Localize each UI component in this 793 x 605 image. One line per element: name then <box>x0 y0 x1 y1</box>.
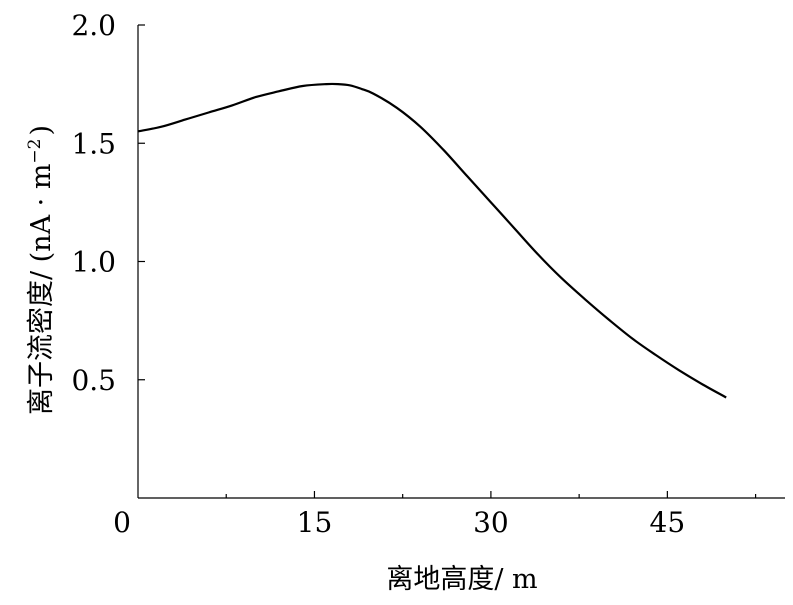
x-tick-label: 15 <box>297 506 333 539</box>
y-tick-label: 2.0 <box>71 9 116 42</box>
data-series-line <box>137 82 727 399</box>
x-tick-label: 30 <box>473 506 509 539</box>
y-axis-title-exponent: −2 <box>25 139 45 164</box>
y-tick-label: 1.5 <box>71 127 116 160</box>
y-tick-label: 0.5 <box>71 364 116 397</box>
y-axis-title-group: 离子流密度/ (nA · m−2) <box>25 125 57 415</box>
y-axis-title-close: ) <box>26 125 57 136</box>
y-tick-label: 1.0 <box>71 246 116 279</box>
x-axis-title: 离地高度/ m <box>386 564 537 595</box>
x-tick-label: 0 <box>113 506 131 539</box>
plot-area: 0 15 30 45 0.5 1.0 1.5 2.0 <box>71 9 785 539</box>
x-tick-label: 45 <box>650 506 686 539</box>
y-axis-title-main: 离子流密度/ (nA · m <box>26 164 57 415</box>
y-axis-title: 离子流密度/ (nA · m−2) <box>25 125 57 415</box>
